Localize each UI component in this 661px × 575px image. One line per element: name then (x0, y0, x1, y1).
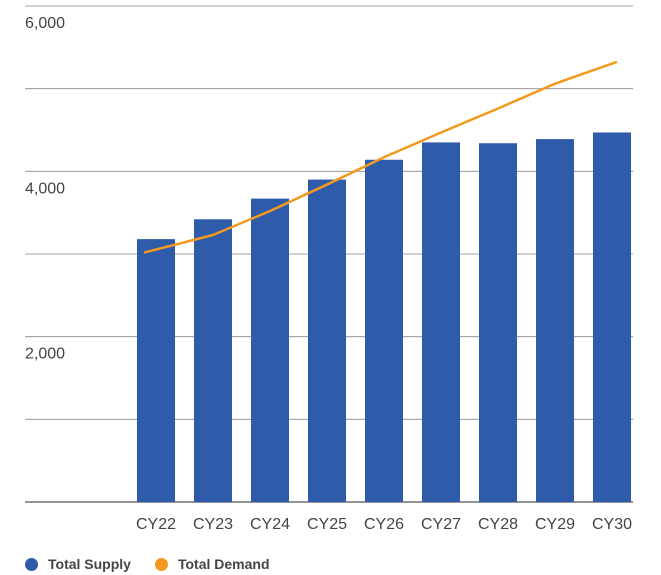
y-tick-label: 6,000 (25, 15, 65, 32)
bar-total-supply (479, 143, 517, 502)
x-tick-label: CY28 (478, 516, 518, 533)
x-tick-label: CY22 (136, 516, 176, 533)
bar-total-supply (593, 132, 631, 503)
chart-legend: Total Supply Total Demand (25, 556, 270, 572)
legend-supply-swatch (25, 557, 38, 571)
bar-total-supply (422, 142, 460, 502)
y-tick-label: 2,000 (25, 346, 65, 363)
bar-total-supply (194, 219, 232, 502)
bar-total-supply (308, 179, 346, 502)
legend-demand-label: Total Demand (177, 556, 270, 572)
y-tick-label: 4,000 (25, 180, 65, 197)
x-tick-label: CY23 (193, 516, 233, 533)
bar-total-supply (536, 139, 574, 503)
legend-demand-swatch (154, 557, 168, 571)
x-tick-label: CY26 (364, 516, 404, 533)
x-tick-label: CY29 (535, 516, 575, 533)
legend-item-supply: Total Supply (25, 556, 131, 572)
legend-supply-label: Total Supply (48, 556, 131, 572)
legend-item-demand: Total Demand (154, 556, 270, 572)
line-total-demand (143, 60, 618, 254)
x-tick-label: CY30 (592, 516, 632, 533)
x-tick-label: CY24 (250, 516, 290, 533)
bar-total-supply (365, 159, 403, 502)
bar-total-supply (251, 198, 289, 502)
combo-chart: 2,000 4,000 6,000 CY22 CY23 CY24 CY25 CY26 CY27 C… (25, 5, 633, 533)
x-tick-label: CY25 (307, 516, 347, 533)
bar-total-supply (137, 239, 175, 502)
x-tick-label: CY27 (421, 516, 461, 533)
